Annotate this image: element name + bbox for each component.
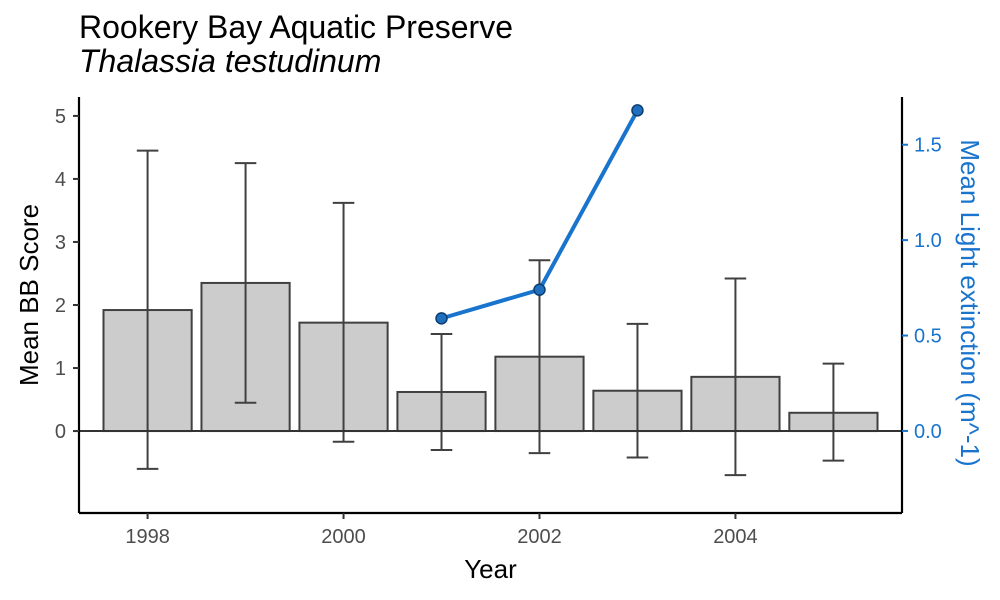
light-extinction-layer <box>435 104 644 325</box>
x-tick-label: 2000 <box>321 526 366 548</box>
x-tick-label: 2004 <box>713 526 758 548</box>
error-bar-2000 <box>332 201 355 443</box>
x-tick-label: 1998 <box>125 526 170 548</box>
y-tick-label: 3 <box>55 232 66 254</box>
y2-tick-label: 0.0 <box>914 421 942 443</box>
error-bars-layer <box>136 149 845 477</box>
axes-layer: 0 1 2 3 4 5 0.0 0.5 1.0 1.5 1998 2000 2002 2004 <box>55 97 942 548</box>
error-bar-1998 <box>136 149 159 470</box>
y-tick-label: 5 <box>55 106 66 128</box>
y-tick-label: 1 <box>55 358 66 380</box>
y-tick-label: 0 <box>55 421 66 443</box>
x-axis-label: Year <box>464 554 517 584</box>
x-tick-label: 2002 <box>517 526 562 548</box>
y2-tick-label: 1.0 <box>914 230 942 252</box>
chart-title: Rookery Bay Aquatic Preserve <box>79 9 513 45</box>
y2-tick-label: 0.5 <box>914 326 942 348</box>
y2-axis-label: Mean Light extinction (m^-1) <box>955 139 985 466</box>
error-bar-2003 <box>626 322 649 459</box>
chart-subtitle: Thalassia testudinum <box>79 43 382 79</box>
y-axis-label: Mean BB Score <box>14 204 44 386</box>
error-bar-2004 <box>724 277 747 477</box>
y-tick-label: 2 <box>55 295 66 317</box>
y-tick-label: 4 <box>55 169 66 191</box>
light-extinction-point-2002 <box>533 283 546 296</box>
light-extinction-point-2003 <box>631 104 644 117</box>
y2-tick-label: 1.5 <box>914 135 942 157</box>
error-bar-1999 <box>234 162 257 404</box>
light-extinction-point-2001 <box>435 312 448 325</box>
error-bar-2005 <box>822 362 845 462</box>
